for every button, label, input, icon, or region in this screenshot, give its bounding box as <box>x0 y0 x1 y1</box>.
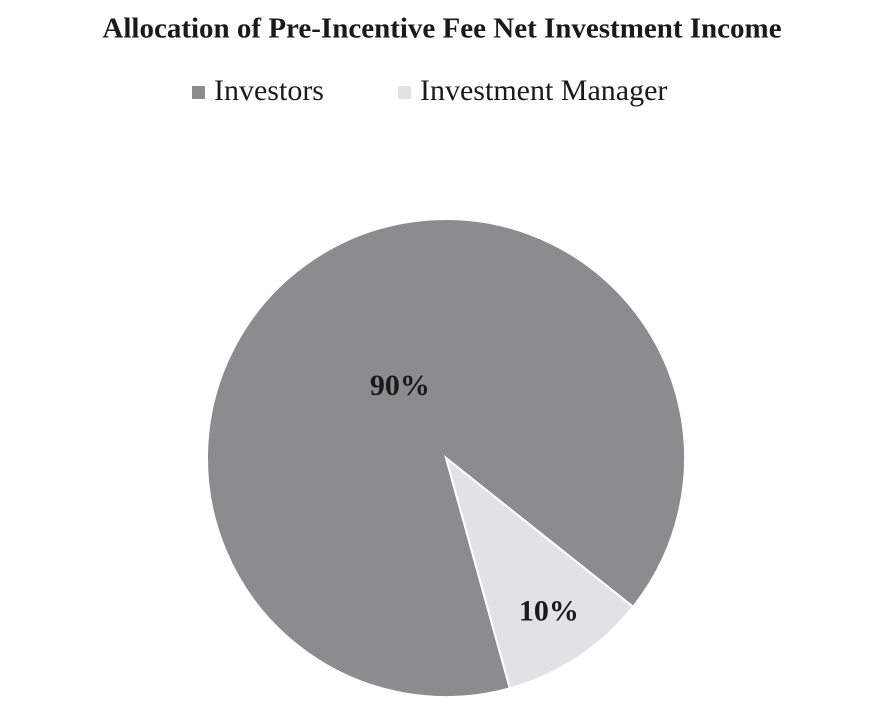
legend-swatch <box>398 86 411 99</box>
data-label: 90% <box>370 369 430 402</box>
chart-title: Allocation of Pre-Incentive Fee Net Inve… <box>102 13 781 45</box>
data-label: 10% <box>519 594 579 627</box>
legend-swatch <box>192 86 205 99</box>
legend-label: Investors <box>214 74 324 107</box>
pie-slice <box>444 455 635 690</box>
legend-label: Investment Manager <box>420 74 667 107</box>
